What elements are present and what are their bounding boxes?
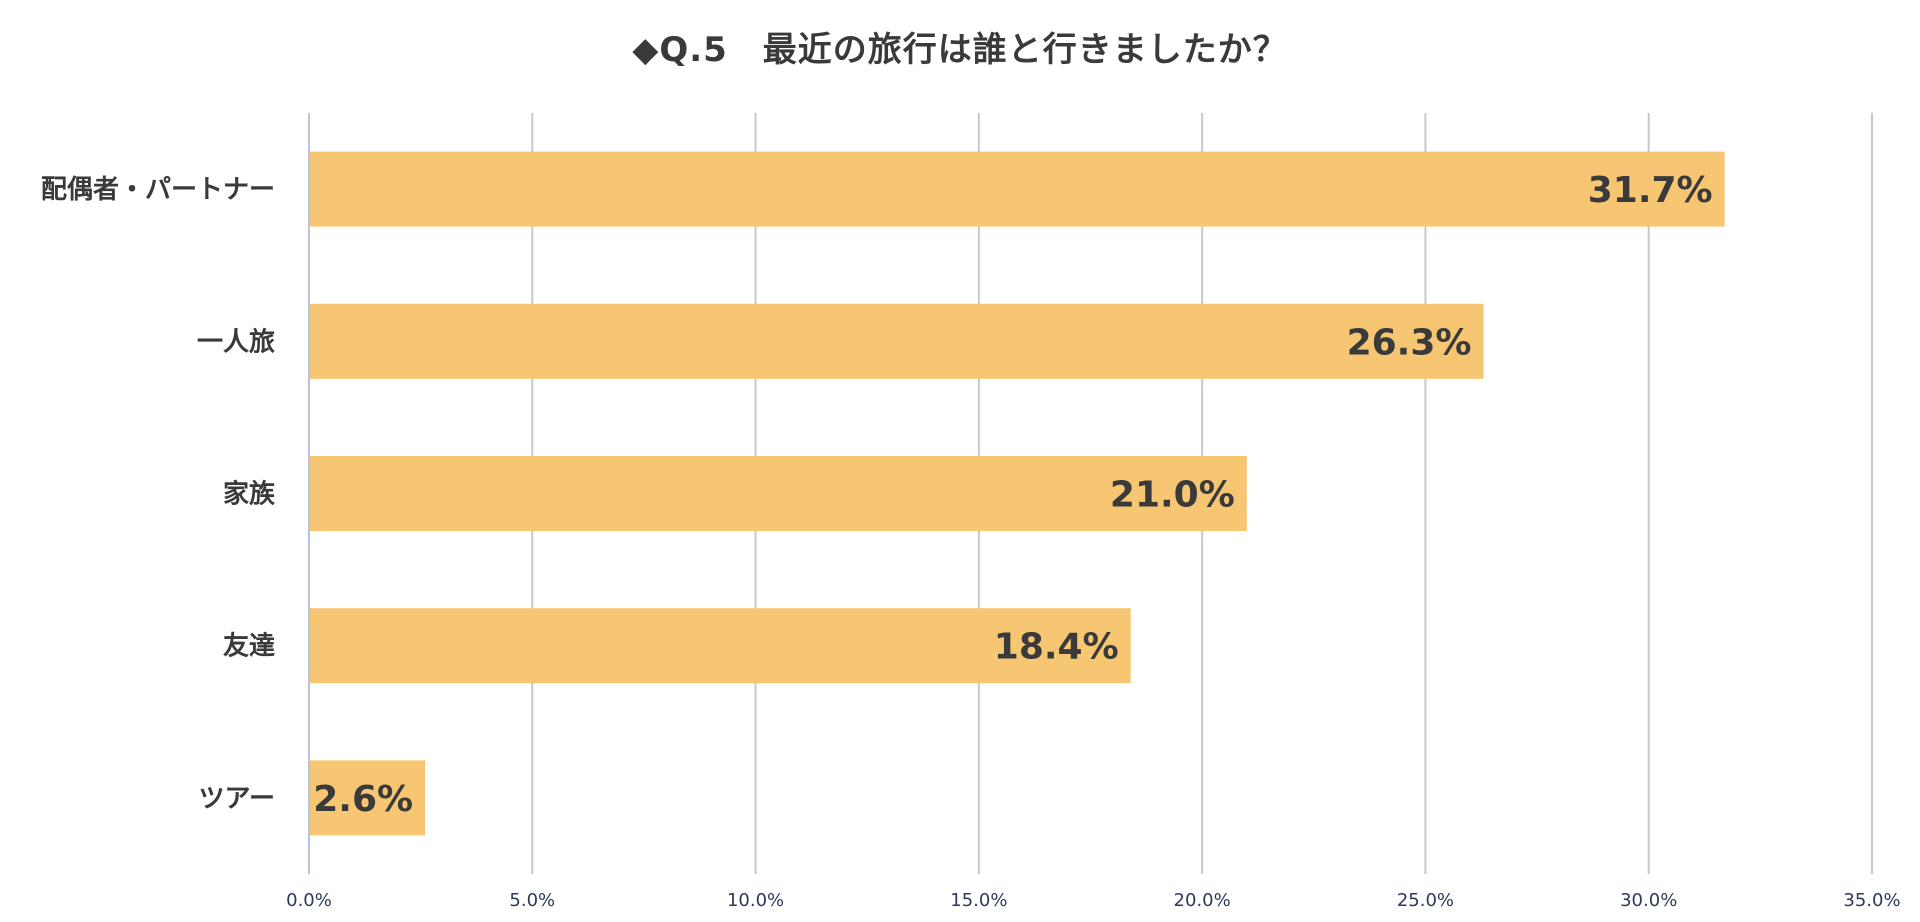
bar (310, 151, 1725, 227)
category-label: 友達 (223, 632, 275, 662)
x-tick-label: 25.0% (1397, 890, 1454, 911)
data-label: 21.0% (1110, 475, 1235, 516)
x-tick-labels: 0.0% 5.0% 10.0% 15.0% 20.0% 25.0% 30.0% 35.0% (286, 890, 1900, 911)
x-tick-label: 0.0% (286, 890, 332, 911)
data-label: 31.7% (1588, 170, 1713, 211)
x-tick-label: 5.0% (509, 890, 555, 911)
bar (310, 608, 1131, 684)
x-tick-label: 30.0% (1620, 890, 1677, 911)
category-label: 配偶者・パートナー (41, 175, 275, 205)
x-tick-label: 35.0% (1843, 890, 1900, 911)
bar (310, 456, 1247, 531)
x-tick-label: 15.0% (950, 890, 1007, 911)
bar (310, 303, 1484, 379)
category-label: 家族 (223, 479, 276, 510)
chart-title: ◆Q.5 最近の旅行は誰と行きましたか？ (632, 30, 1288, 70)
bars (310, 151, 1725, 836)
data-label: 26.3% (1347, 322, 1472, 363)
category-label: 一人旅 (197, 327, 275, 357)
x-tick-label: 20.0% (1174, 890, 1231, 911)
data-label: 2.6% (313, 779, 413, 820)
bar (310, 760, 426, 836)
x-tick-label: 10.0% (727, 890, 784, 911)
data-labels: 31.7% 26.3% 21.0% 18.4% 2.6% (313, 170, 1712, 820)
data-label: 18.4% (994, 627, 1119, 668)
category-label: ツアー (199, 784, 275, 814)
